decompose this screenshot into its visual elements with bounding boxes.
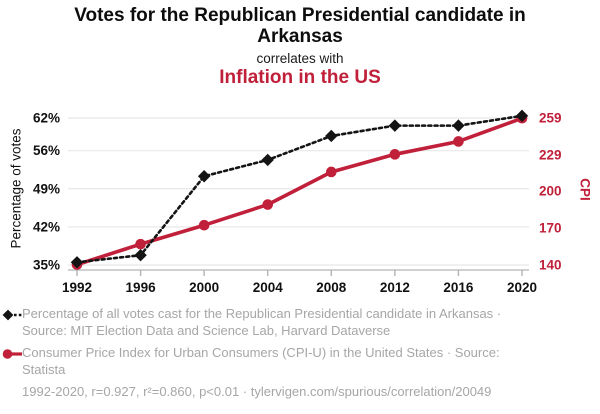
votes-marker-diamond	[388, 119, 402, 132]
chart-title: Votes for the Republican Presidential ca…	[74, 5, 526, 47]
x-tick-label: 2008	[316, 280, 347, 295]
legend-votes-label: Percentage of all votes cast for the Rep…	[22, 306, 502, 338]
right-tick-label: 259	[539, 111, 562, 126]
x-tick-label: 2012	[380, 280, 410, 295]
x-tick-label: 2000	[189, 280, 219, 295]
left-axis-title: Percentage of votes	[8, 128, 24, 249]
cpi-marker-circle	[389, 149, 401, 160]
x-tick-label: 1992	[62, 280, 92, 295]
left-tick-label: 56%	[33, 143, 60, 158]
votes-marker-diamond	[452, 119, 465, 132]
left-tick-label: 35%	[33, 258, 60, 273]
votes-marker-diamond	[325, 129, 338, 143]
diamond-dashed-legend-icon	[2, 309, 22, 321]
right-tick-label: 229	[539, 148, 562, 163]
chart-correlate-title: Inflation in the US	[219, 67, 381, 88]
votes-line	[75, 114, 524, 264]
x-tick-label: 1996	[126, 280, 157, 295]
legend-cpi-label: Consumer Price Index for Urban Consumers…	[22, 345, 500, 377]
stats-and-source-url: 1992-2020, r=0.927, r²=0.860, p<0.01 · t…	[22, 384, 492, 399]
right-tick-label: 140	[539, 258, 562, 273]
cpi-marker-circle	[135, 238, 146, 250]
cpi-marker-circle	[325, 166, 337, 178]
votes-marker-diamond	[134, 249, 147, 262]
cpi-marker-circle	[453, 136, 464, 147]
right-axis-title: CPI	[577, 178, 593, 201]
x-tick-label: 2016	[443, 280, 474, 295]
votes-marker-diamond	[515, 109, 529, 123]
right-tick-label: 170	[539, 220, 562, 235]
left-tick-label: 49%	[33, 181, 60, 196]
circle-solid-legend-icon	[2, 349, 22, 359]
right-tick-label: 200	[539, 183, 562, 198]
left-tick-label: 42%	[33, 219, 60, 234]
x-tick-label: 2020	[507, 280, 537, 295]
votes-marker-diamond	[261, 153, 274, 167]
legend-item-cpi: Consumer Price Index for Urban Consumers…	[0, 345, 600, 378]
chart-subtitle: correlates with	[256, 51, 344, 66]
cpi-marker-circle	[262, 199, 274, 210]
left-tick-label: 62%	[33, 111, 60, 126]
legend-item-votes: Percentage of all votes cast for the Rep…	[0, 306, 600, 339]
cpi-marker-circle	[198, 219, 210, 231]
votes-marker-diamond	[70, 256, 84, 269]
x-tick-label: 2004	[253, 280, 284, 295]
votes-marker-diamond	[197, 170, 211, 183]
